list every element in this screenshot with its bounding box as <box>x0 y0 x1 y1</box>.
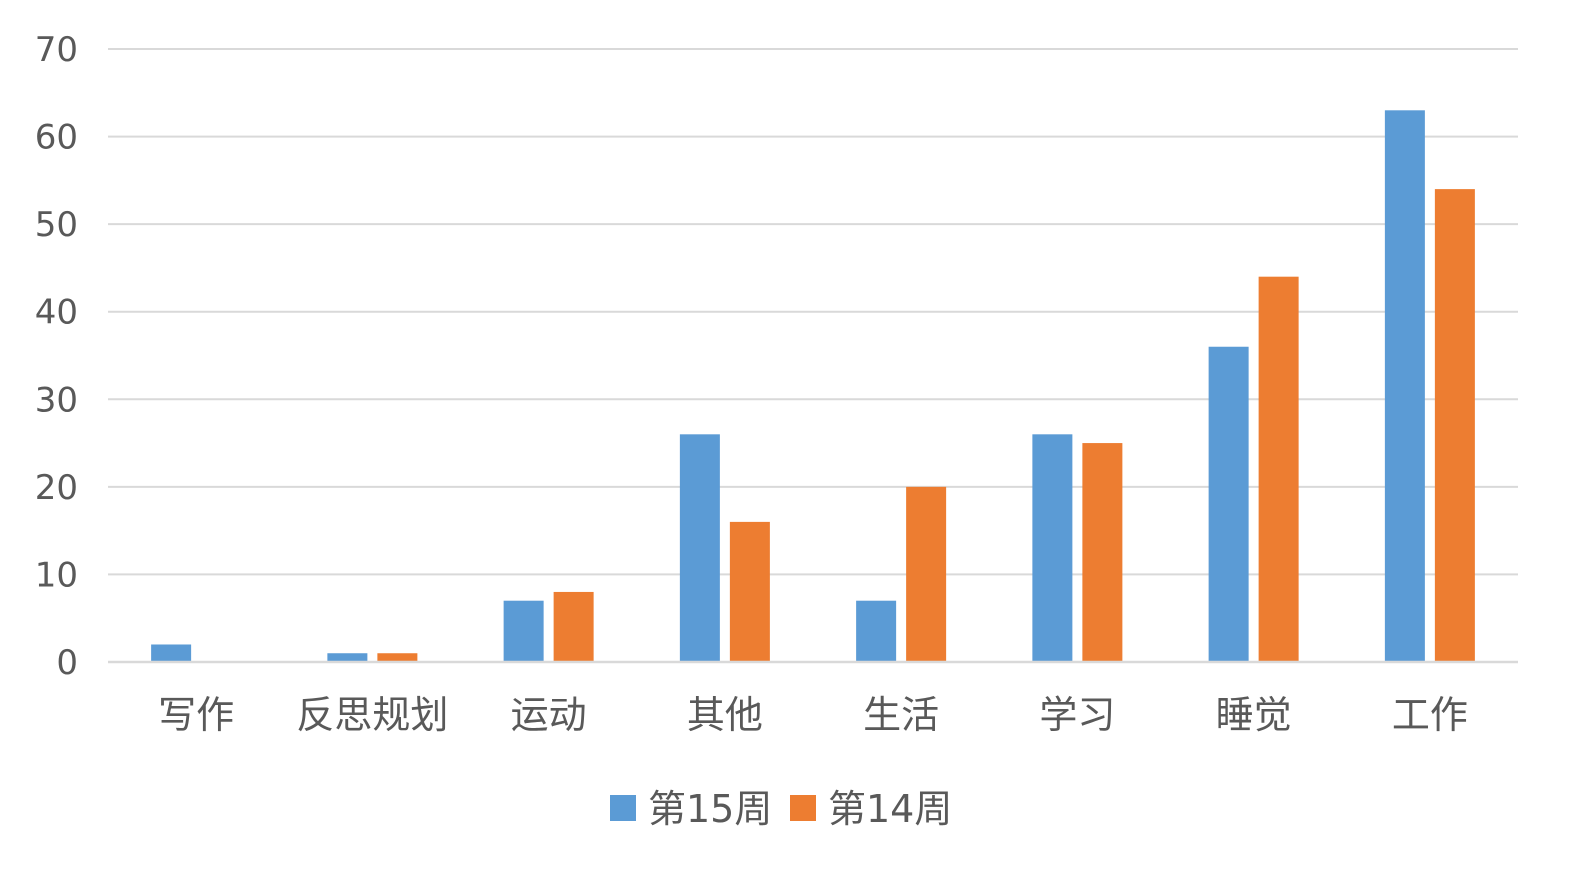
y-tick-label: 70 <box>35 30 78 70</box>
x-axis-category-labels: 写作 反思规划 运动 其他 生活 学习 睡觉 工作 <box>158 693 1468 737</box>
x-category-label: 学习 <box>1039 693 1115 737</box>
bar-series-1-1 <box>377 653 418 662</box>
y-tick-label: 40 <box>35 293 78 333</box>
gridlines <box>108 48 1518 576</box>
bar-series-0-4 <box>856 600 897 662</box>
x-category-label: 睡觉 <box>1216 693 1292 737</box>
y-tick-label: 10 <box>35 555 78 595</box>
legend-label-1: 第14周 <box>828 787 952 831</box>
y-tick-label: 0 <box>56 643 78 683</box>
bar-series-0-1 <box>327 653 368 662</box>
y-axis-tick-labels: 0 10 20 30 40 50 60 70 <box>35 30 78 683</box>
bar-series-0-5 <box>1032 434 1073 662</box>
legend-label-0: 第15周 <box>648 787 772 831</box>
bar-series-0-2 <box>503 600 544 662</box>
x-category-label: 工作 <box>1392 693 1468 737</box>
y-tick-label: 50 <box>35 205 78 245</box>
bar-series-1-3 <box>729 521 770 662</box>
y-tick-label: 60 <box>35 118 78 158</box>
x-category-label: 生活 <box>863 693 939 737</box>
bar-series-1-6 <box>1258 276 1299 662</box>
bars <box>151 110 1475 663</box>
legend-swatch-1 <box>790 795 816 821</box>
bar-series-1-4 <box>906 486 947 662</box>
x-category-label: 运动 <box>511 693 587 737</box>
x-category-label: 写作 <box>158 693 234 737</box>
bar-series-1-2 <box>553 591 594 662</box>
x-category-label: 反思规划 <box>296 693 448 737</box>
bar-series-0-3 <box>679 434 720 662</box>
bar-series-1-5 <box>1082 443 1123 662</box>
legend: 第15周 第14周 <box>610 787 952 831</box>
x-category-label: 其他 <box>687 693 763 737</box>
bar-series-1-7 <box>1434 189 1475 662</box>
y-tick-label: 20 <box>35 468 78 508</box>
bar-series-0-6 <box>1208 346 1249 662</box>
bar-series-0-0 <box>151 644 192 662</box>
y-tick-label: 30 <box>35 380 78 420</box>
bar-series-0-7 <box>1384 110 1425 663</box>
legend-swatch-0 <box>610 795 636 821</box>
